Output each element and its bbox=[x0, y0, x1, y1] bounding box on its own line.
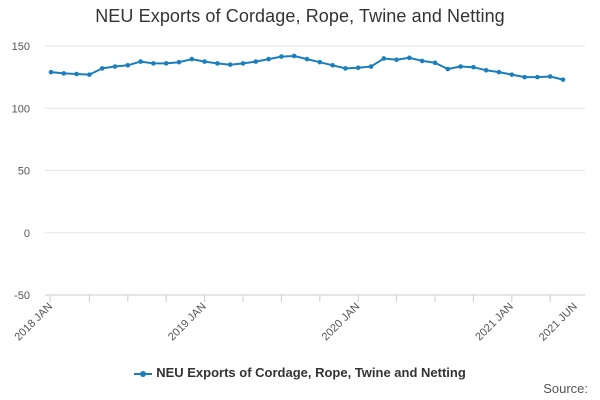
data-point bbox=[407, 55, 412, 61]
data-point bbox=[432, 60, 438, 66]
data-point bbox=[163, 61, 169, 66]
data-point bbox=[61, 71, 67, 76]
data-point bbox=[279, 54, 284, 59]
data-point bbox=[445, 66, 451, 72]
data-point bbox=[394, 57, 399, 62]
data-point bbox=[253, 59, 259, 64]
data-point bbox=[227, 62, 233, 67]
x-tick-label: 2019 JAN bbox=[166, 301, 209, 344]
source-label: Source: bbox=[543, 381, 588, 396]
legend-line-marker-icon bbox=[134, 369, 153, 379]
x-tick-label: 2021 JAN bbox=[473, 301, 516, 344]
legend[interactable]: NEU Exports of Cordage, Rope, Twine and … bbox=[0, 365, 600, 380]
data-point bbox=[151, 61, 156, 66]
data-point bbox=[138, 59, 143, 64]
data-point bbox=[547, 74, 553, 79]
data-point bbox=[215, 61, 220, 66]
data-point bbox=[343, 66, 348, 71]
data-point bbox=[74, 71, 79, 77]
data-point bbox=[240, 61, 246, 66]
data-point bbox=[522, 74, 527, 80]
data-point bbox=[176, 59, 182, 65]
data-point bbox=[266, 56, 271, 62]
data-point bbox=[381, 56, 387, 61]
data-point bbox=[189, 56, 195, 62]
x-tick-label: 2021 JUN bbox=[537, 301, 580, 344]
data-point bbox=[317, 59, 323, 65]
data-point bbox=[304, 56, 310, 62]
y-tick-label: 150 bbox=[12, 41, 30, 53]
data-point bbox=[87, 72, 92, 77]
data-point bbox=[112, 64, 118, 69]
y-tick-label: 100 bbox=[12, 103, 30, 115]
data-point bbox=[355, 65, 361, 71]
data-point bbox=[368, 64, 374, 69]
x-tick-label: 2018 JAN bbox=[12, 301, 55, 344]
x-tick-label: 2020 JAN bbox=[320, 301, 363, 344]
data-series bbox=[48, 53, 566, 82]
data-point bbox=[291, 53, 297, 59]
y-tick-label: 0 bbox=[24, 228, 30, 240]
y-tick-label: -50 bbox=[14, 290, 30, 302]
data-point bbox=[483, 67, 489, 73]
data-point bbox=[496, 69, 502, 75]
gridlines bbox=[45, 45, 585, 296]
data-point bbox=[330, 62, 335, 68]
data-point bbox=[99, 66, 105, 71]
data-point bbox=[202, 59, 207, 64]
y-axis: -50 0 50 100 150 bbox=[12, 41, 30, 302]
data-point bbox=[535, 74, 540, 80]
data-point bbox=[48, 69, 54, 75]
data-point bbox=[419, 58, 425, 64]
legend-label: NEU Exports of Cordage, Rope, Twine and … bbox=[156, 365, 466, 380]
x-axis: 2018 JAN 2019 JAN 2020 JAN 2021 JAN 2021 JUN bbox=[12, 295, 580, 344]
y-tick-label: 50 bbox=[18, 166, 30, 178]
data-point bbox=[560, 77, 566, 82]
data-point bbox=[458, 64, 463, 69]
data-point bbox=[471, 64, 476, 70]
chart-title: NEU Exports of Cordage, Rope, Twine and … bbox=[95, 6, 505, 26]
data-point bbox=[125, 62, 131, 68]
data-point bbox=[509, 72, 515, 77]
